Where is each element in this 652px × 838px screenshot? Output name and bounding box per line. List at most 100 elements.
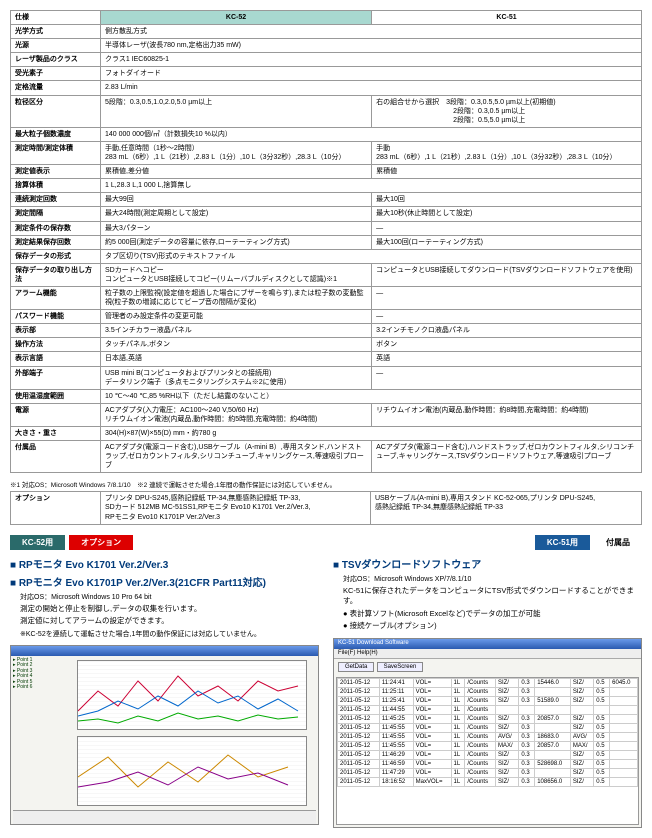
row-value: 側方散乱方式 [101, 25, 642, 39]
hdr-kc51: KC-51 [372, 11, 642, 25]
table-row: 2011-05-1211:47:29VOL=1L/CountsSIZ/0.3SI… [338, 768, 638, 777]
row-value-51: 最大10秒(休止時間として設定) [372, 207, 642, 221]
row-value-52: 管理者のみ設定条件の変更可能 [101, 310, 372, 324]
row-value-52: 累積値,差分値 [101, 165, 372, 179]
row-value-51: ACアダプタ(電源コード含む),ハンドストラップ,ゼロカウントフィルタ,シリコン… [372, 441, 642, 473]
software-columns: KC-52用 オプション RPモニタ Evo K1701 Ver.2/Ver.3… [10, 535, 642, 828]
row-label: 大きさ・重さ [11, 427, 101, 441]
spec-table: 仕様 KC-52 KC-51 光学方式側方散乱方式光源半導体レーザ(波長780 … [10, 10, 642, 473]
tsv-data-grid: 2011-05-1211:24:41VOL=1L/CountsSIZ/0.315… [337, 678, 638, 787]
row-value-51: 最大10回 [372, 193, 642, 207]
tag-kc52: KC-52用 [10, 535, 65, 550]
row-value-51: 累積値 [372, 165, 642, 179]
row-value: 1 L,28.3 L,1 000 L,捨算無し [101, 179, 642, 193]
row-label: 連続測定回数 [11, 193, 101, 207]
row-label: 操作方法 [11, 338, 101, 352]
savescreen-button[interactable]: SaveScreen [377, 662, 424, 672]
row-value: 半導体レーザ(波長780 nm,定格出力35 mW) [101, 39, 642, 53]
row-value-51: — [372, 310, 642, 324]
row-value-51: リチウムイオン電池(内蔵品,動作時間：約8時間,充電時間：約4時間) [372, 403, 642, 426]
row-value-52: 粒子数の上限監視(設定値を超過した場合にブザーを鳴らす),または粒子数の変動監視… [101, 286, 372, 309]
row-value-51: — [372, 221, 642, 235]
right-d1: KC-51に保存されたデータをコンピュータにTSV形式でダウンロードすることがで… [343, 586, 642, 607]
row-value-52: タッチパネル,ボタン [101, 338, 372, 352]
row-value-52: 3.5インチカラー液晶パネル [101, 324, 372, 338]
left-title2: RPモニタ Evo K1701P Ver.2/Ver.3(21CFR Part1… [10, 574, 319, 589]
row-value-52: 最大24時間(測定周期として設定) [101, 207, 372, 221]
row-label: 測定結果保存回数 [11, 235, 101, 249]
row-label: 定格流量 [11, 81, 101, 95]
row-value-52: 手動,任意時間（1秒～2時間） 283 mL（6秒）,1 L（21秒）,2.83… [101, 141, 372, 164]
col-left: KC-52用 オプション RPモニタ Evo K1701 Ver.2/Ver.3… [10, 535, 319, 828]
row-label: 外部端子 [11, 366, 101, 389]
right-b2: ● 接続ケーブル(オプション) [343, 621, 642, 632]
row-value-51: 英語 [372, 352, 642, 366]
row-value-52: 最大99回 [101, 193, 372, 207]
right-title: TSVダウンロードソフトウェア [333, 556, 642, 571]
tsv-software-screenshot: KC-51 Download Software File(F) Help(H) … [333, 638, 642, 828]
row-label: アラーム機能 [11, 286, 101, 309]
row-value-52: ACアダプタ(電源コード含む),USBケーブル（A-mini B）,専用スタンド… [101, 441, 372, 473]
row-value-51: コンピュータとUSB接続してダウンロード(TSVダウンロードソフトウェアを使用) [372, 263, 642, 286]
option-table: オプションプリンタ DPU-S245,感熱記録紙 TP-34,無塵感熱記録紙 T… [10, 491, 642, 524]
rp-titlebar [11, 646, 318, 656]
getdata-button[interactable]: GetData [338, 662, 374, 672]
row-label: 付属品 [11, 441, 101, 473]
row-label: 表示部 [11, 324, 101, 338]
row-value: 304(H)×87(W)×55(D) mm・約780 g [101, 427, 642, 441]
row-label: 最大粒子個数濃度 [11, 127, 101, 141]
row-value-51: — [372, 286, 642, 309]
row-label: 測定時間/測定体積 [11, 141, 101, 164]
row-value: 10 ℃～40 ℃,85 %RH以下（ただし結露のないこと） [101, 389, 642, 403]
row-label: 捨算体積 [11, 179, 101, 193]
opt-label: オプション [11, 492, 101, 524]
row-value-51: 手動 283 mL（6秒）,1 L（21秒）,2.83 L（1分）,10 L（3… [372, 141, 642, 164]
left-title1: RPモニタ Evo K1701 Ver.2/Ver.3 [10, 556, 319, 571]
left-d3: ※KC-52を連続して運転させた場合,1年間の動作保証には対応していません。 [20, 629, 319, 639]
opt-52: プリンタ DPU-S245,感熱記録紙 TP-34,無塵感熱記録紙 TP-33,… [101, 492, 371, 524]
row-value-52: 約5 000回(測定データの容量に依存,ローテーティング方式) [101, 235, 372, 249]
row-label: 保存データの取り出し方法 [11, 263, 101, 286]
row-label: 使用温湿度範囲 [11, 389, 101, 403]
row-label: 表示言語 [11, 352, 101, 366]
row-label: 受光素子 [11, 67, 101, 81]
chart-lines-icon [78, 661, 306, 729]
row-label: 光源 [11, 39, 101, 53]
table-row: 2011-05-1211:45:55VOL=1L/CountsMAX/0.320… [338, 741, 638, 750]
table-row: 2011-05-1211:45:55VOL=1L/CountsSIZ/0.3SI… [338, 723, 638, 732]
table-row: 2011-05-1211:24:41VOL=1L/CountsSIZ/0.315… [338, 678, 638, 687]
rp-monitor-screenshot: ▸ Point 1▸ Point 2▸ Point 3▸ Point 4▸ Po… [10, 645, 319, 825]
col-right: KC-51用 付属品 TSVダウンロードソフトウェア 対応OS：Microsof… [333, 535, 642, 828]
row-value-51: 右の組合せから選択 3段階：0.3,0.5,5.0 µm以上(初期値) 2段階：… [372, 95, 642, 127]
tsv-titlebar: KC-51 Download Software [334, 639, 641, 649]
row-value-51: 3.2インチモノクロ液晶パネル [372, 324, 642, 338]
tsv-menu[interactable]: File(F) Help(H) [334, 649, 641, 659]
table-row: 2011-05-1211:25:11VOL=1L/CountsSIZ/0.3SI… [338, 687, 638, 696]
row-value-52: 日本語,英語 [101, 352, 372, 366]
row-value-51: ボタン [372, 338, 642, 352]
right-os: 対応OS：Microsoft Windows XP/7/8.1/10 [343, 574, 642, 584]
opt-51: USBケーブル(A-mini B),専用スタンド KC-52-065,プリンタ … [371, 492, 642, 524]
row-value-52: 最大3パターン [101, 221, 372, 235]
hdr-kc52: KC-52 [101, 11, 372, 25]
row-label: 測定間隔 [11, 207, 101, 221]
row-value-51: 最大100回(ローテーティング方式) [372, 235, 642, 249]
hdr-spec: 仕様 [11, 11, 101, 25]
footnote: ※1 対応OS：Microsoft Windows 7/8.1/10 ※2 連続… [10, 479, 642, 489]
row-value: 140 000 000個/㎥（計数損失10 %以内） [101, 127, 642, 141]
row-value-52: USB mini B(コンピュータおよびプリンタとの接続用) データリンク端子（… [101, 366, 372, 389]
row-value-52: 5段階：0.3,0.5,1.0,2.0,5.0 µm以上 [101, 95, 372, 127]
row-label: 電源 [11, 403, 101, 426]
tag-kc51: KC-51用 [535, 535, 590, 550]
row-value: クラス1 IEC60825-1 [101, 53, 642, 67]
rp-tree: ▸ Point 1▸ Point 2▸ Point 3▸ Point 4▸ Po… [13, 658, 73, 691]
right-b1: ● 表計算ソフト(Microsoft Excelなど)でデータの加工が可能 [343, 609, 642, 620]
row-value: タブ区切り(TSV)形式のテキストファイル [101, 249, 642, 263]
left-d1: 測定の開始と停止を制御し,データの収集を行います。 [20, 604, 319, 615]
row-value-51: — [372, 366, 642, 389]
rp-status [13, 810, 316, 824]
row-label: 測定条件の保存数 [11, 221, 101, 235]
row-label: 光学方式 [11, 25, 101, 39]
table-row: 2011-05-1211:46:59VOL=1L/CountsSIZ/0.352… [338, 759, 638, 768]
table-row: 2011-05-1218:16:52MaxVOL=1L/CountsSIZ/0.… [338, 777, 638, 786]
